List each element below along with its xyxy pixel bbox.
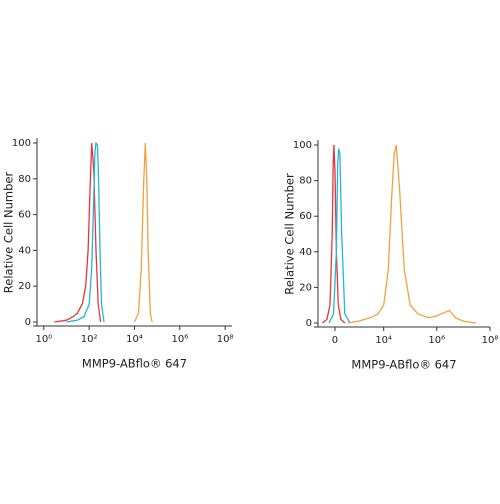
y-tick-label: 0 xyxy=(306,318,312,329)
x-tick-label: 10⁰ xyxy=(35,334,52,345)
series-line xyxy=(321,144,346,324)
series-line xyxy=(347,144,477,324)
y-tick-label: 80 xyxy=(18,174,31,185)
y-tick-label: 0 xyxy=(25,317,31,328)
series-line xyxy=(54,142,102,323)
y-tick-label: 100 xyxy=(293,140,312,151)
y-tick-label: 40 xyxy=(299,247,312,258)
x-tick-label: 10⁴ xyxy=(126,334,143,345)
x-axis-title: MMP9-ABflo® 647 xyxy=(351,358,456,372)
x-tick-label: 10⁶ xyxy=(171,334,188,345)
series-line xyxy=(328,148,351,324)
x-tick-label: 10⁸ xyxy=(482,335,499,346)
x-tick-label: 0 xyxy=(332,335,338,346)
y-axis-title: Relative Cell Number xyxy=(283,173,297,295)
x-tick-label: 10² xyxy=(81,334,98,345)
y-tick-label: 20 xyxy=(18,281,31,292)
x-tick-label: 10⁶ xyxy=(428,335,445,346)
series-line xyxy=(133,142,153,323)
y-tick-label: 20 xyxy=(299,282,312,293)
x-tick-label: 10⁸ xyxy=(217,334,234,345)
y-axis-title: Relative Cell Number xyxy=(2,172,16,294)
y-tick-label: 60 xyxy=(299,211,312,222)
y-tick-label: 100 xyxy=(12,138,31,149)
y-tick-label: 40 xyxy=(18,245,31,256)
x-axis-title: MMP9-ABflo® 647 xyxy=(82,357,187,371)
y-tick-label: 60 xyxy=(18,210,31,221)
series-line xyxy=(66,141,105,323)
x-tick-label: 10⁴ xyxy=(375,335,392,346)
y-tick-label: 80 xyxy=(299,176,312,187)
